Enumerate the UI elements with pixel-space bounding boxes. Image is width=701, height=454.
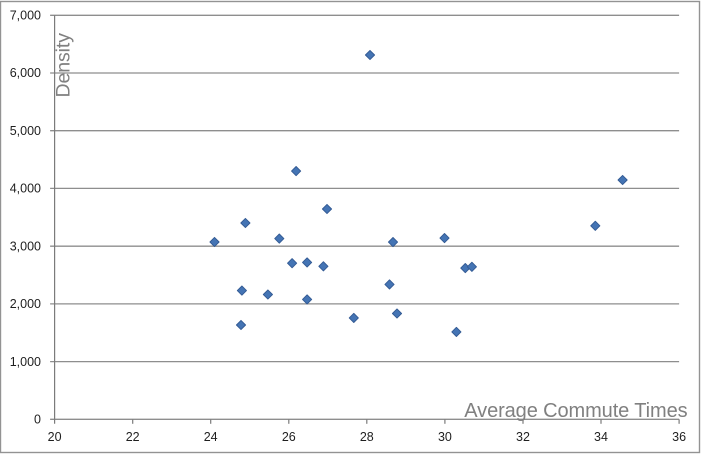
- svg-text:2,000: 2,000: [10, 297, 41, 311]
- svg-text:26: 26: [282, 430, 296, 444]
- svg-text:3,000: 3,000: [10, 239, 41, 253]
- svg-text:20: 20: [48, 430, 62, 444]
- svg-text:6,000: 6,000: [10, 66, 41, 80]
- svg-text:24: 24: [204, 430, 218, 444]
- svg-text:32: 32: [516, 430, 530, 444]
- svg-text:36: 36: [672, 430, 686, 444]
- svg-text:0: 0: [34, 413, 41, 427]
- svg-text:5,000: 5,000: [10, 124, 41, 138]
- svg-text:22: 22: [126, 430, 140, 444]
- svg-text:1,000: 1,000: [10, 355, 41, 369]
- svg-text:30: 30: [438, 430, 452, 444]
- svg-text:7,000: 7,000: [10, 9, 41, 23]
- svg-text:4,000: 4,000: [10, 182, 41, 196]
- svg-text:34: 34: [594, 430, 608, 444]
- svg-text:Density: Density: [53, 33, 75, 98]
- svg-text:Average Commute Times: Average Commute Times: [464, 400, 687, 422]
- svg-text:28: 28: [360, 430, 374, 444]
